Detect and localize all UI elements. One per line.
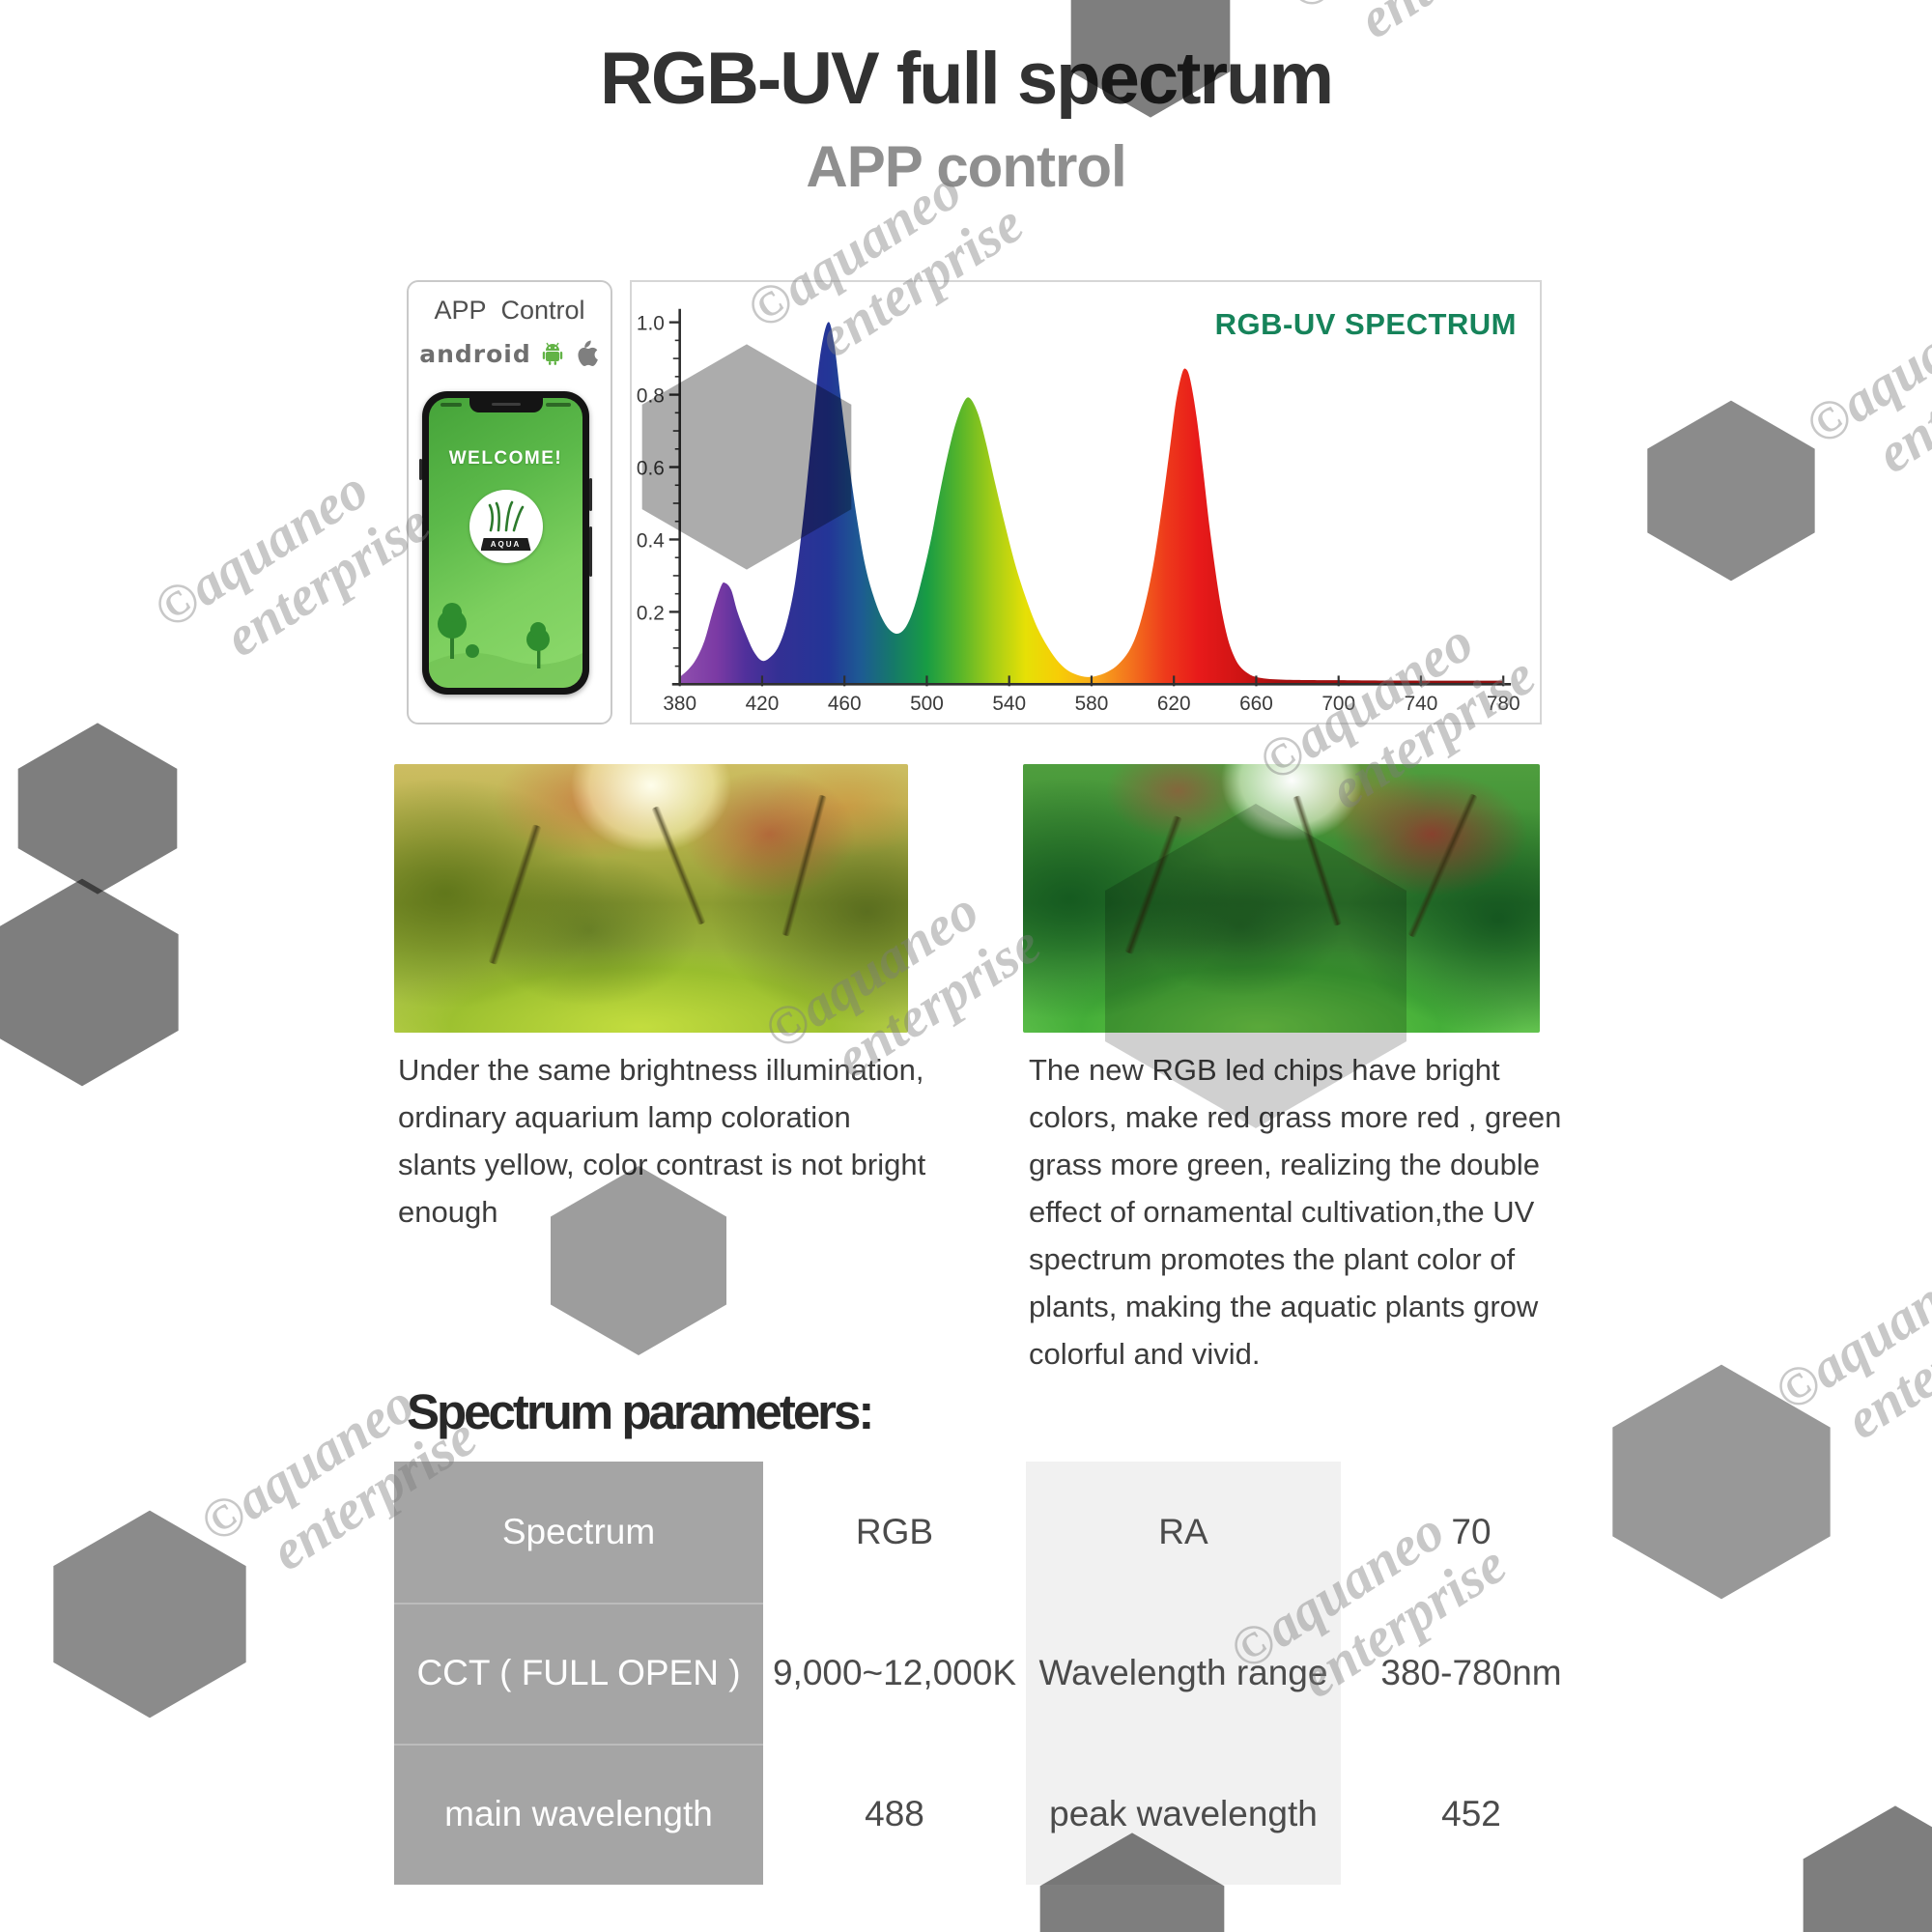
phone-mockup: WELCOME! AQUA (419, 391, 592, 695)
trees-illustration (429, 603, 582, 688)
badge-label: AQUA (480, 538, 531, 551)
param-label: CCT ( FULL OPEN ) (394, 1603, 763, 1744)
spectrum-chart-panel: 0.2 0.4 0.6 0.8 1.0 380 420 460 500 540 580 620 660 7… (630, 280, 1542, 724)
watermark-cube-icon (1647, 400, 1815, 582)
app-logo-badge: AQUA (469, 490, 543, 563)
svg-text:0.4: 0.4 (637, 529, 665, 552)
svg-text:380: 380 (663, 693, 696, 715)
parameters-heading: Spectrum parameters: (407, 1384, 874, 1439)
page-title: RGB-UV full spectrum (599, 38, 1334, 120)
phone-side-button (589, 526, 592, 577)
chart-title: RGB-UV SPECTRUM (1214, 307, 1517, 341)
aquarium-photo-ordinary-lamp (394, 764, 908, 1033)
svg-text:0.6: 0.6 (637, 457, 665, 479)
phone-notch (469, 398, 543, 412)
param-value: 70 (1451, 1512, 1492, 1551)
svg-text:460: 460 (828, 693, 862, 715)
svg-text:540: 540 (992, 693, 1026, 715)
svg-text:1.0: 1.0 (637, 313, 665, 335)
svg-text:740: 740 (1405, 693, 1438, 715)
svg-text:700: 700 (1321, 693, 1355, 715)
param-label: RA (1026, 1462, 1341, 1603)
spectrum-chart: 0.2 0.4 0.6 0.8 1.0 380 420 460 500 540 580 620 660 7… (637, 308, 1520, 715)
plant-logo-icon (488, 500, 524, 532)
watermark-cube-icon (0, 878, 179, 1087)
android-robot-icon (542, 342, 562, 365)
page-subtitle: APP control (806, 134, 1126, 199)
app-control-panel: APP Control android (407, 280, 612, 724)
phone-side-button (589, 478, 592, 511)
svg-text:780: 780 (1487, 693, 1520, 715)
apple-icon (578, 340, 598, 366)
param-label: peak wavelength (1026, 1744, 1341, 1885)
status-bar (440, 403, 462, 407)
param-value: 380-780nm (1380, 1653, 1562, 1692)
watermark-cube-icon (53, 1510, 246, 1719)
svg-text:0.2: 0.2 (637, 602, 665, 624)
spectrum-parameters-table: Spectrum RGB RA 70 CCT ( FULL OPEN ) 9,0… (394, 1462, 1602, 1885)
aquarium-photo-rgb-lamp (1023, 764, 1540, 1033)
welcome-text: WELCOME! (448, 448, 563, 469)
phone-side-button (419, 459, 422, 480)
svg-text:620: 620 (1157, 693, 1191, 715)
param-value: 488 (865, 1794, 924, 1833)
param-label: Spectrum (394, 1462, 763, 1603)
watermark-cube-icon (17, 723, 178, 895)
svg-text:0.8: 0.8 (637, 385, 665, 408)
phone-screen: WELCOME! AQUA (429, 398, 582, 688)
platform-logos: android (409, 332, 611, 375)
svg-text:420: 420 (746, 693, 780, 715)
param-value: RGB (855, 1512, 934, 1551)
param-value: 452 (1441, 1794, 1501, 1833)
app-control-label: APP Control (434, 296, 585, 325)
svg-text:580: 580 (1075, 693, 1109, 715)
param-label: main wavelength (394, 1744, 763, 1885)
param-value: 9,000~12,000K (772, 1653, 1017, 1692)
android-wordmark: android (419, 339, 531, 368)
watermark-cube-icon (1612, 1364, 1831, 1600)
status-bar (546, 403, 571, 407)
param-label: Wavelength range (1026, 1603, 1341, 1744)
watermark-cube-icon (1803, 1805, 1932, 1932)
svg-text:500: 500 (910, 693, 944, 715)
caption-ordinary-lamp: Under the same brightness illumination, … (398, 1053, 926, 1229)
svg-text:660: 660 (1239, 693, 1273, 715)
caption-rgb-lamp: The new RGB led chips have bright colors… (1029, 1053, 1562, 1371)
